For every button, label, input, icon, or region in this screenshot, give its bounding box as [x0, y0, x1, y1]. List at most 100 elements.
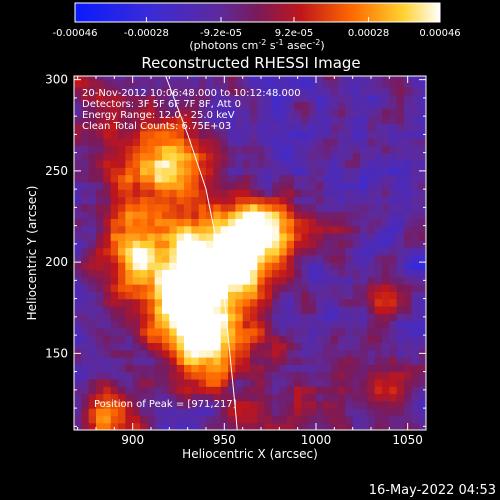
heatmap-cell — [198, 291, 207, 300]
heatmap-cell — [191, 400, 200, 409]
heatmap-cell — [301, 320, 310, 329]
heatmap-cell — [228, 335, 236, 344]
heatmap-cell — [228, 167, 236, 176]
heatmap-cell — [279, 327, 288, 336]
heatmap-cell — [242, 408, 251, 416]
heatmap-cell — [242, 211, 251, 219]
heatmap-cell — [213, 269, 222, 278]
heatmap-cell — [352, 174, 361, 183]
heatmap-cell — [367, 86, 376, 95]
heatmap-cell — [352, 225, 361, 234]
heatmap-cell — [418, 86, 426, 95]
heatmap-cell — [198, 298, 207, 307]
heatmap-cell — [316, 225, 324, 234]
heatmap-cell — [257, 152, 266, 161]
heatmap-cell — [367, 408, 376, 416]
heatmap-cell — [154, 422, 163, 430]
heatmap-cell — [242, 181, 251, 190]
heatmap-cell — [272, 130, 280, 139]
heatmap-cell — [323, 152, 332, 161]
heatmap-cell — [110, 86, 119, 95]
heatmap-cell — [147, 386, 156, 395]
heatmap-cell — [140, 101, 148, 110]
heatmap-cell — [367, 313, 376, 322]
heatmap-cell — [191, 262, 200, 271]
heatmap-cell — [279, 225, 288, 234]
heatmap-cell — [103, 138, 112, 146]
heatmap-cell — [191, 232, 200, 241]
heatmap-cell — [389, 386, 398, 395]
heatmap-cell — [396, 422, 405, 430]
heatmap-cell — [360, 138, 368, 146]
heatmap-cell — [169, 123, 178, 132]
heatmap-cell — [418, 291, 426, 300]
heatmap-cell — [140, 79, 148, 88]
heatmap-cell — [360, 240, 368, 249]
heatmap-cell — [264, 371, 273, 380]
heatmap-cell — [345, 130, 354, 139]
heatmap-cell — [389, 218, 398, 227]
heatmap-cell — [242, 364, 251, 373]
heatmap-cell — [118, 393, 126, 402]
heatmap-cell — [250, 262, 258, 271]
heatmap-cell — [220, 108, 229, 117]
heatmap-cell — [396, 247, 405, 256]
heatmap-cell — [404, 145, 412, 154]
heatmap-cell — [176, 320, 185, 329]
heatmap-cell — [110, 218, 119, 227]
heatmap-cell — [279, 400, 288, 409]
heatmap-cell — [147, 305, 156, 314]
heatmap-cell — [286, 291, 295, 300]
heatmap-cell — [316, 342, 324, 351]
heatmap-cell — [162, 422, 170, 430]
heatmap-cell — [110, 189, 119, 198]
heatmap-cell — [228, 116, 236, 125]
heatmap-cell — [176, 335, 185, 344]
heatmap-cell — [96, 408, 104, 416]
heatmap-cell — [154, 189, 163, 198]
heatmap-cell — [404, 393, 412, 402]
heatmap-cell — [140, 145, 148, 154]
heatmap-cell — [404, 357, 412, 365]
heatmap-cell — [418, 378, 426, 387]
colorbar-tick-label: 0.00028 — [348, 28, 389, 39]
heatmap-cell — [110, 320, 119, 329]
heatmap-cell — [140, 130, 148, 139]
heatmap-cell — [88, 298, 97, 307]
heatmap-cell — [301, 327, 310, 336]
heatmap-cell — [198, 76, 207, 81]
heatmap-cell — [352, 291, 361, 300]
heatmap-cell — [338, 262, 346, 271]
heatmap-cell — [242, 335, 251, 344]
heatmap-cell — [235, 408, 244, 416]
heatmap-cell — [206, 422, 214, 430]
heatmap-cell — [279, 422, 288, 430]
heatmap-cell — [411, 108, 420, 117]
heatmap-cell — [308, 393, 317, 402]
heatmap-cell — [220, 320, 229, 329]
heatmap-cell — [235, 276, 244, 285]
heatmap-cell — [396, 181, 405, 190]
heatmap-cell — [264, 262, 273, 271]
heatmap-cell — [294, 298, 302, 307]
heatmap-cell — [220, 218, 229, 227]
heatmap-cell — [323, 174, 332, 183]
heatmap-cell — [169, 357, 178, 365]
heatmap-cell — [110, 284, 119, 292]
heatmap-cell — [389, 138, 398, 146]
heatmap-cell — [264, 386, 273, 395]
heatmap-cell — [154, 94, 163, 103]
heatmap-cell — [250, 357, 258, 365]
heatmap-cell — [286, 130, 295, 139]
heatmap-cell — [338, 276, 346, 285]
heatmap-cell — [308, 123, 317, 132]
heatmap-cell — [147, 393, 156, 402]
heatmap-cell — [330, 225, 339, 234]
heatmap-cell — [220, 145, 229, 154]
heatmap-cell — [220, 130, 229, 139]
heatmap-cell — [418, 138, 426, 146]
heatmap-cell — [279, 298, 288, 307]
heatmap-cell — [323, 408, 332, 416]
heatmap-cell — [316, 298, 324, 307]
heatmap-cell — [308, 203, 317, 212]
